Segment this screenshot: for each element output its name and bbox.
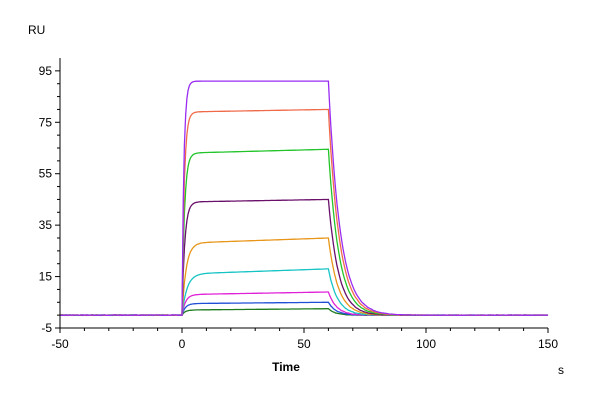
sensorgram-series [59,198,549,317]
x-tick-label: 100 [416,337,436,351]
x-tick-label: 50 [297,337,311,351]
x-axis-title: Time [272,360,300,374]
y-tick-label: 75 [39,115,53,129]
y-tick-label: 35 [39,218,53,232]
x-axis-unit: s [558,363,564,377]
x-tick-label: -50 [51,337,69,351]
sensorgram-curves [59,80,549,317]
sensorgram-series [59,237,548,317]
x-ticks: -50 0 50 100 150 [51,328,558,351]
sensorgram-series [59,148,548,317]
x-tick-label: 0 [179,337,186,351]
sensorgram-series [59,108,549,317]
sensorgram-series [59,80,549,317]
y-axis-label: RU [28,23,45,37]
y-tick-label: 55 [39,167,53,181]
y-ticks: -5 15 35 55 75 95 [39,64,60,335]
plot-area: -50 0 50 100 150 -5 15 35 55 75 95 [39,58,558,351]
x-tick-label: 150 [538,337,558,351]
y-tick-label: -5 [41,321,52,335]
sensorgram-series [59,291,549,317]
y-tick-label: 15 [39,270,53,284]
y-tick-label: 95 [39,64,53,78]
